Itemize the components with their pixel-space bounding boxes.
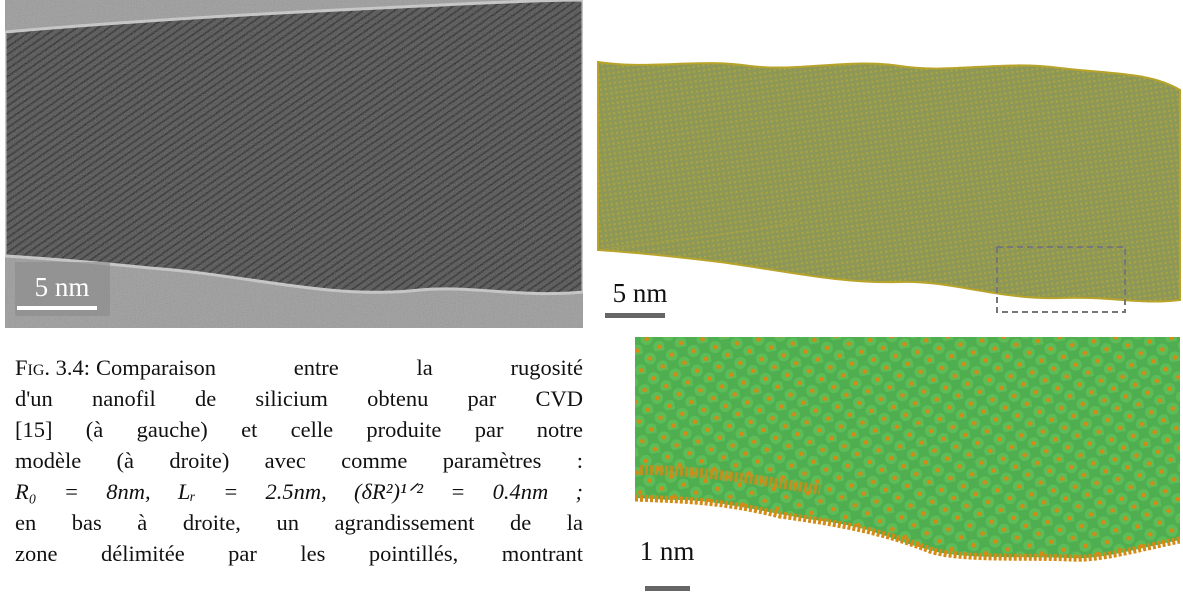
caption-line: en bas à droite, un agrandissement de la	[15, 510, 583, 535]
caption-label: Fig. 3.4:	[15, 355, 91, 380]
caption-line: modèle (à droite) avec comme paramètres …	[15, 448, 583, 473]
caption-text: Comparaison entre la rugosité	[96, 355, 583, 380]
scale-bar	[605, 313, 665, 318]
caption-line: R₀ = 8nm, Lᵣ = 2.5nm, (δR²)¹ᐟ² = 0.4nm ;	[15, 479, 583, 504]
zoom-image	[635, 337, 1180, 562]
caption-line: zone délimitée par les pointillés, montr…	[15, 541, 583, 566]
zoom-region	[996, 246, 1126, 313]
scale-label: 5 nm	[613, 278, 668, 308]
caption-line: Fig. 3.4: Comparaison entre la rugosité	[15, 352, 583, 383]
tem-image: 5 nm	[5, 0, 583, 328]
caption-line: [15] (à gauche) et celle produite par no…	[15, 417, 583, 442]
scale-bar	[645, 586, 690, 591]
scale-bar	[17, 306, 97, 310]
scale-label: 1 nm	[640, 536, 695, 566]
caption-line: d'un nanofil de silicium obtenu par CVD	[15, 386, 583, 411]
caption: Fig. 3.4: Comparaison entre la rugosité d…	[15, 352, 583, 569]
model-image: 5 nm	[597, 60, 1181, 318]
scale-label: 5 nm	[35, 272, 90, 302]
